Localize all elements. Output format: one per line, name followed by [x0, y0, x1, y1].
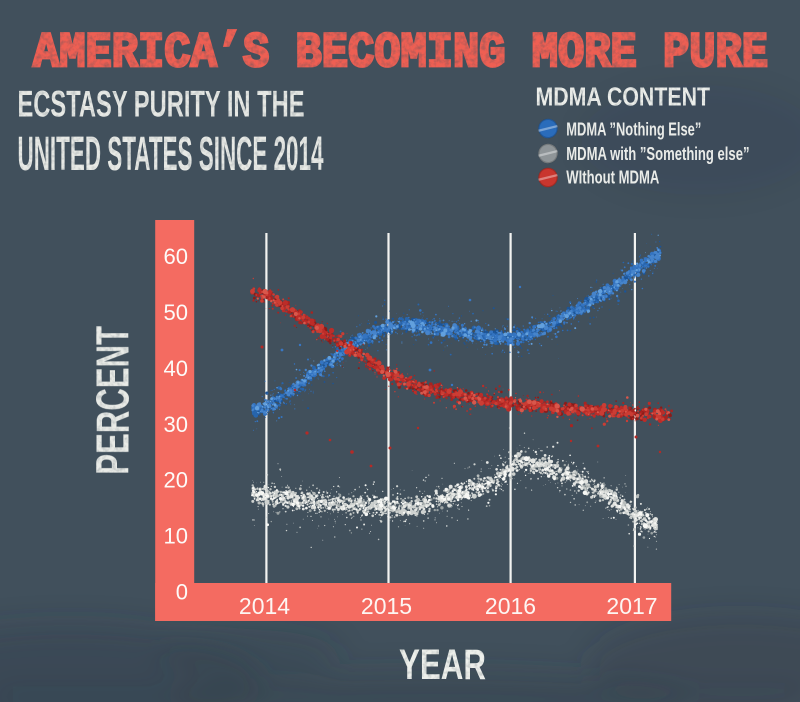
svg-text:0: 0	[176, 579, 188, 604]
svg-text:40: 40	[164, 356, 188, 381]
svg-text:2014: 2014	[239, 593, 290, 619]
svg-text:ECSTASY PURITY IN THE: ECSTASY PURITY IN THE	[18, 84, 305, 125]
svg-text:WIthout MDMA: WIthout MDMA	[566, 168, 659, 188]
svg-text:UNITED STATES SINCE 2014: UNITED STATES SINCE 2014	[18, 128, 324, 181]
svg-text:MDMA with ”Something else”: MDMA with ”Something else”	[566, 144, 749, 164]
svg-text:30: 30	[164, 412, 188, 437]
svg-text:20: 20	[164, 468, 188, 493]
svg-text:50: 50	[164, 300, 188, 325]
svg-text:2016: 2016	[485, 593, 536, 619]
svg-text:2017: 2017	[606, 593, 657, 619]
svg-text:MDMA ”Nothing Else”: MDMA ”Nothing Else”	[566, 120, 701, 140]
svg-text:60: 60	[164, 244, 188, 269]
svg-text:AMERICA’S BECOMING MORE PURE: AMERICA’S BECOMING MORE PURE	[33, 25, 768, 81]
svg-text:MDMA CONTENT: MDMA CONTENT	[536, 82, 711, 112]
svg-text:2015: 2015	[361, 593, 412, 619]
svg-text:10: 10	[164, 523, 188, 548]
